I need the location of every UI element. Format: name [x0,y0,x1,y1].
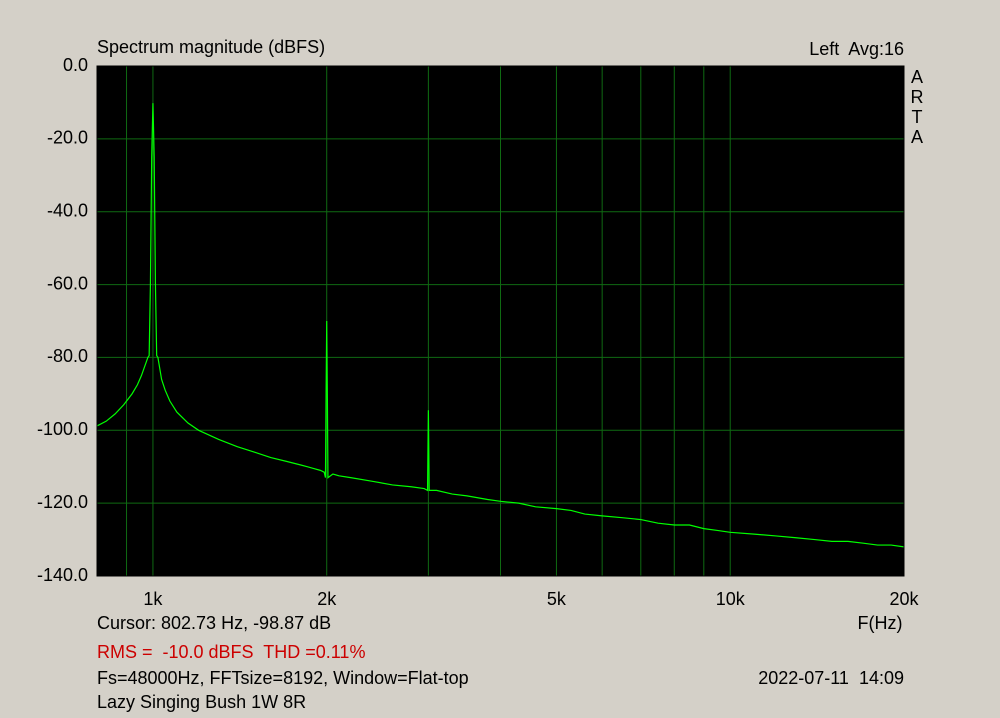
y-tick-label: -120.0 [37,492,88,512]
timestamp: 2022-07-11 14:09 [758,668,904,688]
plot-border [96,65,905,577]
x-tick-label: 5k [547,589,567,609]
device-name: Lazy Singing Bush 1W 8R [97,692,306,712]
y-tick-label: -60.0 [47,273,88,293]
x-axis-label: F(Hz) [858,613,903,633]
y-tick-label: -40.0 [47,200,88,220]
settings-info: Fs=48000Hz, FFTsize=8192, Window=Flat-to… [97,668,469,688]
y-tick-label: -20.0 [47,128,88,148]
y-tick-label: -100.0 [37,419,88,439]
channel-info: Left Avg:16 [809,39,904,59]
y-tick-label: -80.0 [47,346,88,366]
chart-title: Spectrum magnitude (dBFS) [97,37,325,57]
x-tick-label: 20k [889,589,919,609]
spectrum-line [96,103,905,548]
x-tick-label: 10k [716,589,746,609]
x-tick-label: 2k [317,589,337,609]
measurement-readout: RMS = -10.0 dBFS THD =0.11% [97,642,365,662]
cursor-readout: Cursor: 802.73 Hz, -98.87 dB [97,613,331,633]
x-tick-label: 1k [143,589,163,609]
logo: ARTA [907,67,927,147]
y-tick-label: -140.0 [37,565,88,585]
y-tick-label: 0.0 [63,55,88,75]
